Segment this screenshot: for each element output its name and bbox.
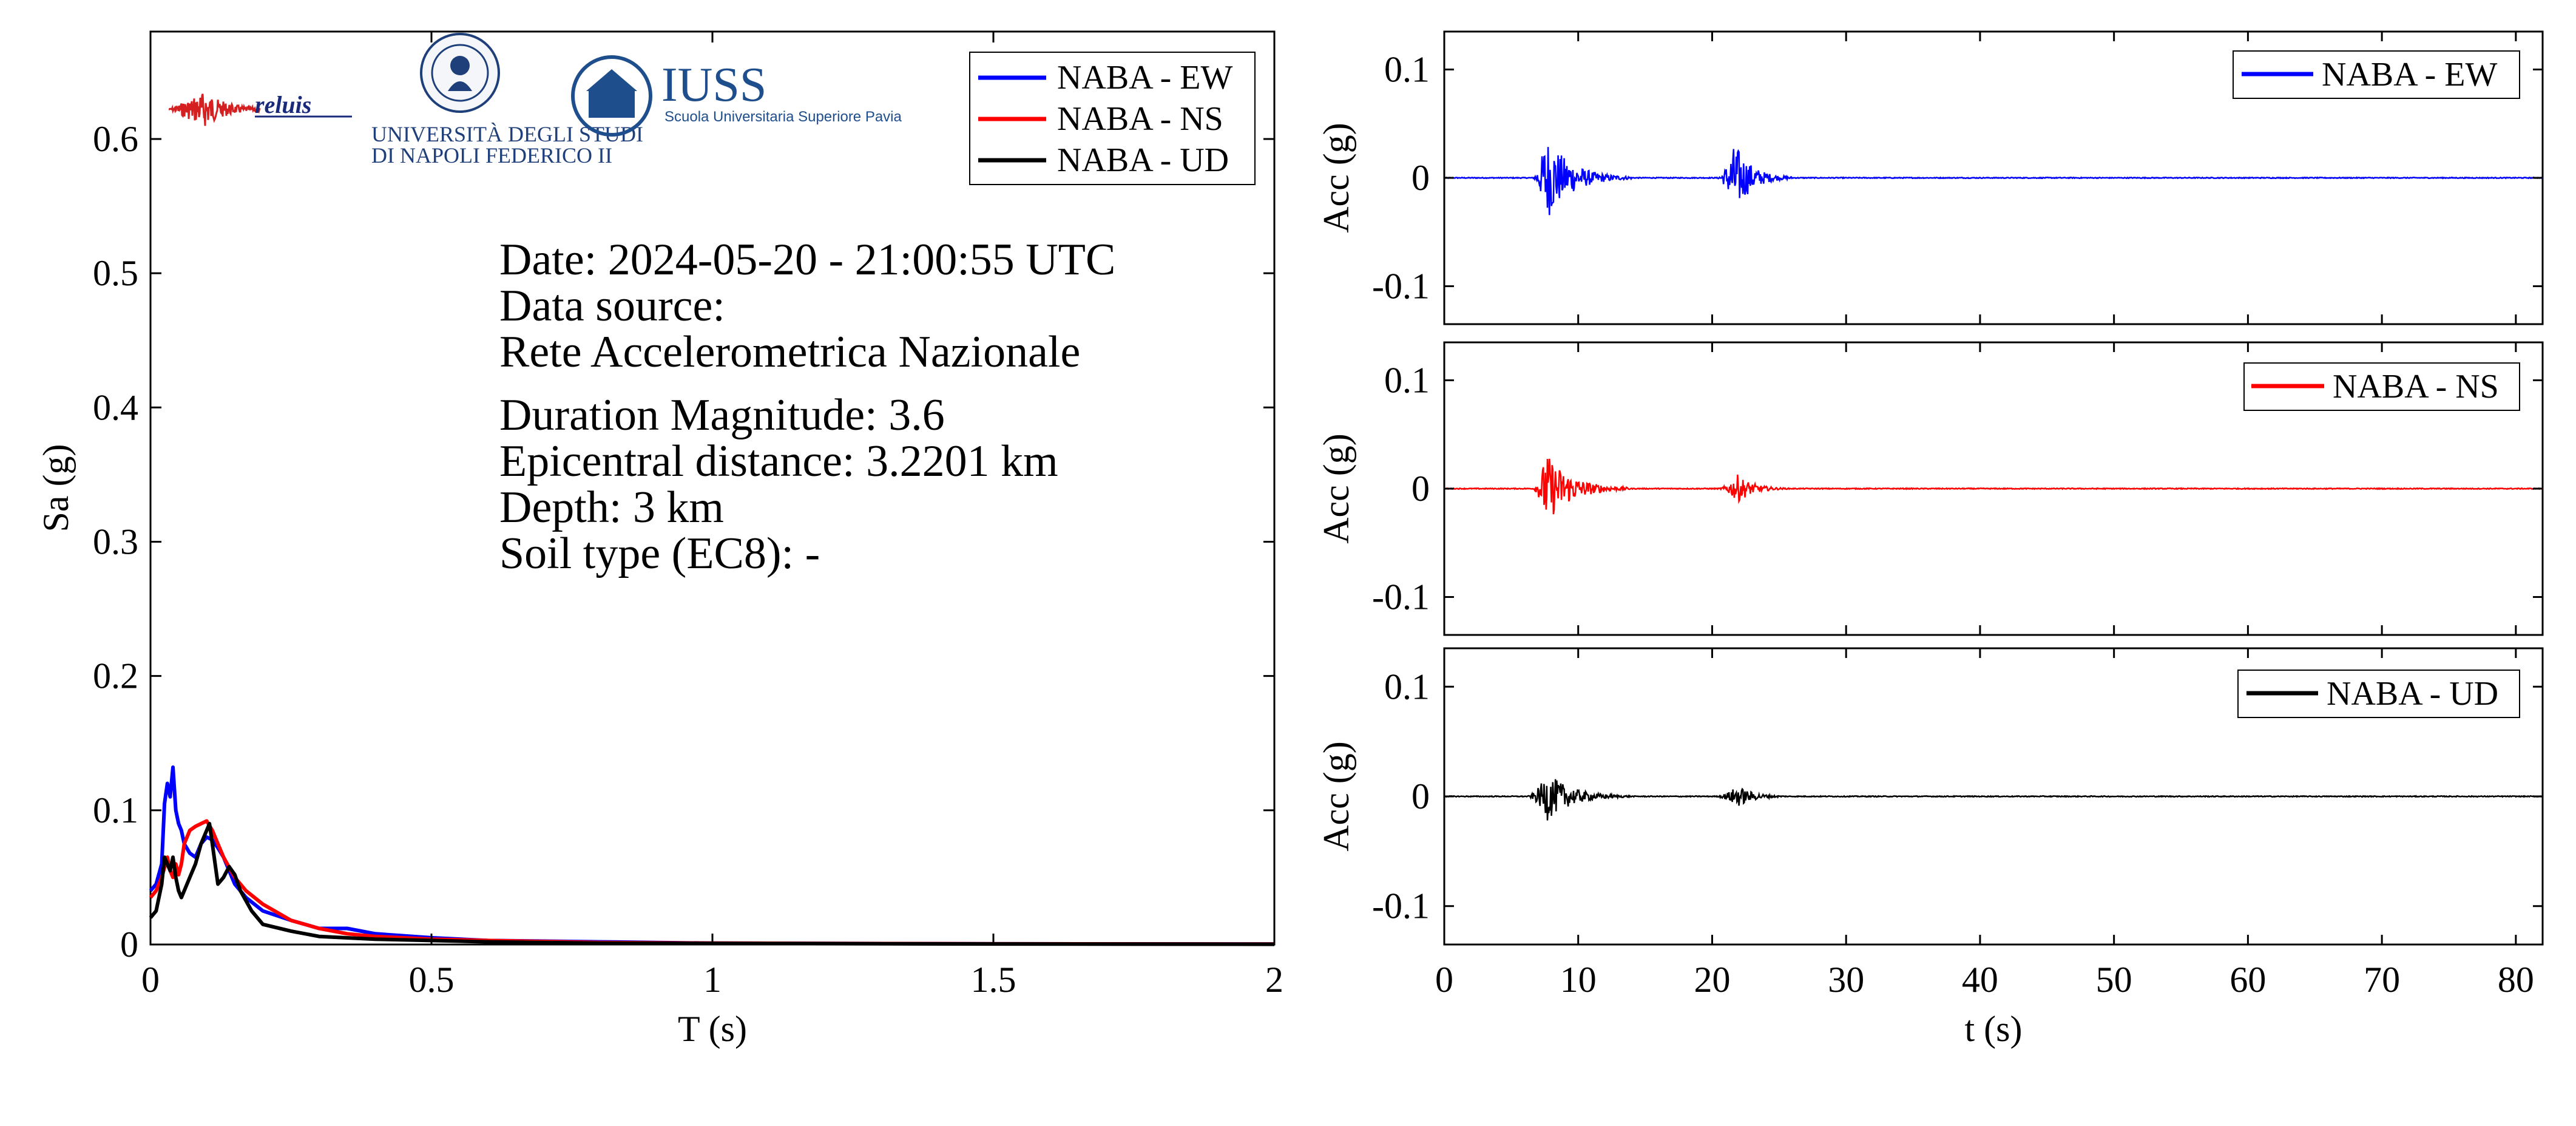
unina-seal-figure-head: [450, 56, 470, 75]
acc-ytick-label: 0.1: [1384, 666, 1430, 707]
acc-ud-ticks-group: 0 10 20 30 40 50 60 70 80-0.100.1: [1372, 648, 2543, 1000]
depth: Depth: 3 km: [499, 483, 724, 532]
acc-panel-ns: -0.1 0 0.1 Acc (g) NABA - NS: [1316, 341, 2544, 636]
spectra-series-group: [149, 765, 1275, 946]
spectra-ytick-label: 0.4: [93, 387, 138, 427]
spectra-ticks-group: 0 0.5 1 1.5 2 0 0.1 0.2 0.3 0.4 0.5 0.6: [93, 32, 1283, 1000]
acc-ew-legend-label: NABA - EW: [2322, 56, 2497, 93]
acc-ns-legend: NABA - NS: [2243, 362, 2520, 411]
acc-trace-ns: [1444, 458, 2543, 515]
acc-ud-ylabel: Acc (g): [1316, 741, 1356, 852]
acc-ew-ticks-group: -0.1 0 0.1: [1372, 32, 2543, 324]
acc-ud-legend: NABA - UD: [2237, 670, 2520, 718]
acc-ew-trace-group: [1444, 147, 2543, 215]
duration-magnitude: Duration Magnitude: 3.6: [499, 390, 945, 440]
acc-ytick-label: 0.1: [1384, 49, 1430, 89]
unina-name-line2: DI NAPOLI FEDERICO II: [371, 143, 612, 168]
unina-seal-figure-body: [448, 81, 472, 91]
legend-label-ns: NABA - NS: [1057, 100, 1223, 138]
soil-type: Soil type (EC8): -: [499, 529, 820, 578]
spectra-ytick-label: 0.1: [93, 790, 138, 830]
acc-ytick-label: -0.1: [1372, 577, 1430, 617]
spectra-xtick-label: 2: [1265, 960, 1283, 1000]
spectra-xtick-label: 1: [703, 960, 722, 1000]
reluis-seismogram-mark: [168, 93, 261, 126]
acc-xtick-label: 40: [1962, 960, 1998, 1000]
acc-xtick-label: 20: [1694, 960, 1730, 1000]
acc-ytick-label: -0.1: [1372, 266, 1430, 307]
acc-xtick-label: 60: [2229, 960, 2266, 1000]
acc-ytick-label: -0.1: [1372, 886, 1430, 926]
reluis-logo: reluis: [168, 91, 352, 126]
spectra-ytick-label: 0.5: [93, 253, 138, 293]
acc-ns-ylabel: Acc (g): [1316, 433, 1356, 544]
iuss-logo: IUSS Scuola Universitaria Superiore Pavi…: [571, 55, 902, 137]
acc-xtick-label: 30: [1828, 960, 1864, 1000]
spectra-xtick-label: 0: [141, 960, 160, 1000]
event-date: Date: 2024-05-20 - 21:00:55 UTC: [499, 235, 1115, 285]
acc-xtick-label: 10: [1560, 960, 1597, 1000]
spectra-legend: NABA - EW NABA - NS NABA - UD: [969, 52, 1256, 185]
acc-ud-legend-label: NABA - UD: [2327, 675, 2498, 713]
data-source-label: Data source:: [499, 281, 725, 331]
unina-seal-inner: [431, 44, 489, 102]
spectra-ytick-label: 0.2: [93, 656, 138, 696]
reluis-wordmark: reluis: [255, 91, 311, 118]
acc-ud-trace-group: [1444, 779, 2543, 821]
iuss-emblem-building: [589, 91, 635, 118]
acc-panel-ud: 0 10 20 30 40 50 60 70 80-0.100.1 Acc (g) t (s) …: [1316, 647, 2544, 1049]
spectra-xtick-label: 0.5: [409, 960, 455, 1000]
spectra-ylabel: Sa (g): [36, 444, 76, 532]
acc-ytick-label: 0: [1411, 469, 1430, 509]
acc-ew-legend: NABA - EW: [2233, 50, 2520, 99]
data-source-value: Rete Accelerometrica Nazionale: [499, 327, 1080, 377]
spectra-ytick-label: 0.3: [93, 521, 138, 561]
iuss-emblem-roof: [586, 69, 637, 91]
event-info: Date: 2024-05-20 - 21:00:55 UTC Data sou…: [499, 235, 1115, 578]
acc-ytick-label: 0.1: [1384, 360, 1430, 400]
acc-xtick-label: 50: [2096, 960, 2132, 1000]
acc-ns-trace-group: [1444, 458, 2543, 515]
acc-trace-ud: [1444, 779, 2543, 821]
acc-xlabel: t (s): [1965, 1009, 2023, 1049]
acc-ytick-label: 0: [1411, 776, 1430, 816]
iuss-subtitle: Scuola Universitaria Superiore Pavia: [664, 109, 902, 125]
acc-panel-ew: -0.1 0 0.1 Acc (g) NABA - EW: [1316, 30, 2544, 325]
acc-xtick-label: 0: [1435, 960, 1453, 1000]
spectra-ytick-label: 0.6: [93, 119, 138, 159]
spectra-panel: 0 0.5 1 1.5 2 0 0.1 0.2 0.3 0.4 0.5 0.6 T (s) Sa (g…: [36, 30, 1283, 1049]
unina-logo: UNIVERSITÀ DEGLI STUDI DI NAPOLI FEDERIC…: [371, 33, 643, 168]
acc-ew-ylabel: Acc (g): [1316, 123, 1356, 233]
spectrum-line-ud: [149, 821, 1275, 946]
legend-label-ew: NABA - EW: [1057, 59, 1232, 97]
iuss-emblem-ring: [571, 55, 652, 137]
acc-ytick-label: 0: [1411, 158, 1430, 198]
acc-ns-ticks-group: -0.1 0 0.1: [1372, 342, 2543, 635]
epicentral-distance: Epicentral distance: 3.2201 km: [499, 436, 1058, 486]
iuss-wordmark: IUSS: [661, 58, 766, 112]
spectra-ytick-label: 0: [120, 924, 138, 965]
acc-trace-ew: [1444, 147, 2543, 215]
legend-label-ud: NABA - UD: [1057, 141, 1229, 179]
acc-xtick-label: 70: [2364, 960, 2400, 1000]
acc-ns-legend-label: NABA - NS: [2333, 368, 2499, 405]
spectra-xlabel: T (s): [678, 1009, 747, 1049]
spectra-xtick-label: 1.5: [971, 960, 1016, 1000]
acc-xtick-label: 80: [2498, 960, 2534, 1000]
